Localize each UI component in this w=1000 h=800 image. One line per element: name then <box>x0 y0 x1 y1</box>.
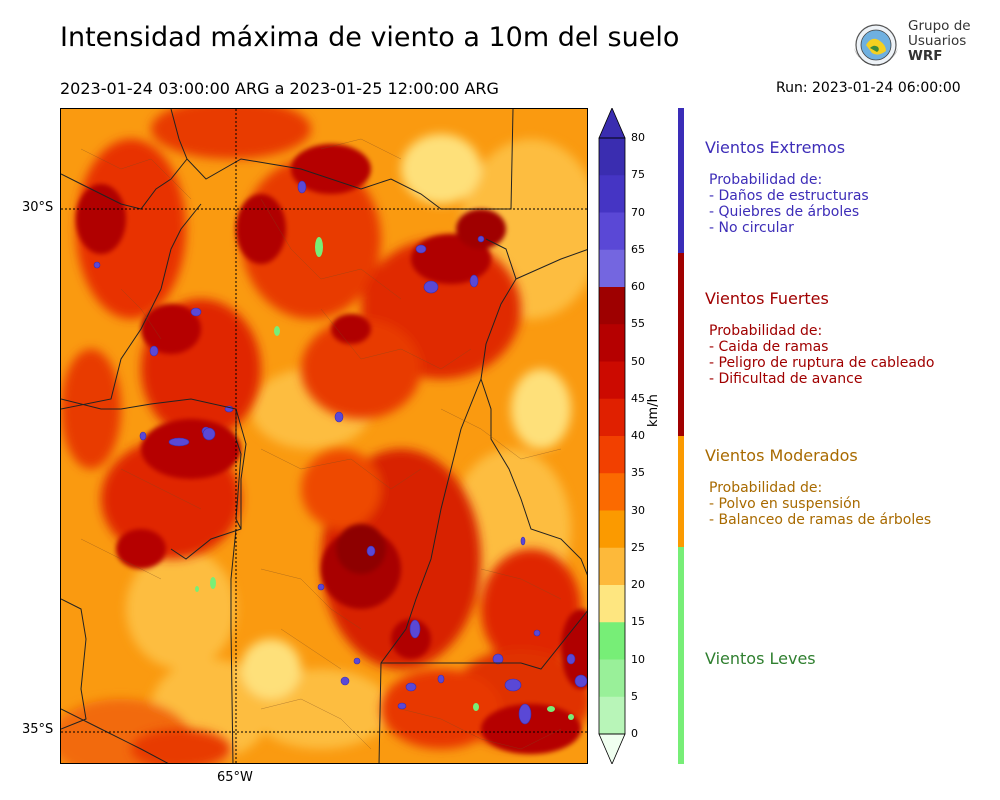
category-bar-light <box>678 547 684 764</box>
light-wind-spots <box>195 237 574 720</box>
category-extreme-line: - No circular <box>709 220 794 236</box>
lat-label-35s: 35°S <box>22 722 54 737</box>
category-extreme-line: Probabilidad de: <box>709 172 823 188</box>
category-extreme-title: Vientos Extremos <box>705 138 846 157</box>
category-bar-moderate <box>678 436 684 547</box>
category-strong-line: Probabilidad de: <box>709 323 823 339</box>
colorbar-segment <box>599 324 625 362</box>
category-moderate-line: - Polvo en suspensión <box>709 496 861 512</box>
colorbar-tick-label: 60 <box>631 280 645 293</box>
colorbar-segments <box>599 138 625 735</box>
colorbar-segment <box>599 585 625 623</box>
logo-text: Grupo de Usuarios WRF <box>908 19 971 64</box>
colorbar-tick-label: 45 <box>631 391 645 405</box>
colorbar-segment <box>599 398 625 437</box>
category-extreme-line: - Quiebres de árboles <box>709 204 860 220</box>
colorbar-segment <box>599 212 625 251</box>
logo-line-3: WRF <box>908 48 943 64</box>
colorbar-tick-label: 30 <box>631 503 645 517</box>
category-strong-desc: Probabilidad de: - Caida de ramas - Peli… <box>709 323 934 387</box>
colorbar-segment <box>599 287 625 325</box>
colorbar-tick-label: 5 <box>631 689 638 703</box>
colorbar-segment <box>599 249 625 288</box>
colorbar <box>598 108 626 764</box>
lat-label-30s: 30°S <box>22 200 54 215</box>
colorbar-segment <box>599 138 625 176</box>
colorbar-segment <box>599 510 625 549</box>
wind-map <box>60 108 588 764</box>
colorbar-tick-label: 65 <box>631 242 645 256</box>
category-moderate-desc: Probabilidad de: - Polvo en suspensión -… <box>709 480 931 528</box>
colorbar-segment <box>599 436 625 474</box>
colorbar-tick-label: 80 <box>631 131 645 144</box>
colorbar-segment <box>599 361 625 400</box>
extreme-wind-spots <box>93 180 587 725</box>
colorbar-tick-label: 70 <box>631 205 645 219</box>
category-strong-title: Vientos Fuertes <box>705 289 829 308</box>
colorbar-segment <box>599 696 625 735</box>
category-moderate-title: Vientos Moderados <box>705 446 858 465</box>
colorbar-tick-label: 55 <box>631 317 645 331</box>
wind-field-map <box>61 109 587 763</box>
colorbar-extend-bottom <box>598 733 626 764</box>
colorbar-tick-label: 35 <box>631 466 645 480</box>
colorbar-segment <box>599 473 625 511</box>
colorbar-tick-label: 25 <box>631 540 645 554</box>
category-extreme-line: - Daños de estructuras <box>709 188 869 204</box>
colorbar-segment <box>599 175 625 213</box>
colorbar-tick-label: 75 <box>631 168 645 182</box>
category-moderate-line: - Balanceo de ramas de árboles <box>709 512 932 528</box>
colorbar-tick-label: 50 <box>631 354 645 368</box>
chart-title: Intensidad máxima de viento a 10m del su… <box>60 22 680 53</box>
category-bar-strong <box>678 253 684 436</box>
category-light-title: Vientos Leves <box>705 649 816 668</box>
colorbar-tick-label: 15 <box>631 615 645 629</box>
time-period: 2023-01-24 03:00:00 ARG a 2023-01-25 12:… <box>60 79 499 98</box>
colorbar-tick-label: 0 <box>631 727 638 740</box>
colorbar-tick-label: 20 <box>631 578 645 591</box>
department-boundaries <box>80 138 562 750</box>
logo-line-1: Grupo de <box>908 18 971 34</box>
graticule <box>61 109 587 763</box>
colorbar-extend-top <box>598 108 626 139</box>
category-moderate-line: Probabilidad de: <box>709 480 823 496</box>
category-bar-extreme <box>678 108 684 253</box>
lon-label-65w: 65°W <box>217 770 253 785</box>
colorbar-segment <box>599 547 625 586</box>
very-strong-wind-areas <box>76 144 587 754</box>
grupo-wrf-logo <box>854 24 898 66</box>
run-timestamp: Run: 2023-01-24 06:00:00 <box>776 80 961 96</box>
logo-line-2: Usuarios <box>908 33 967 49</box>
colorbar-unit: km/h <box>646 394 661 427</box>
category-strong-line: - Dificultad de avance <box>709 371 863 387</box>
colorbar-segment <box>599 622 625 660</box>
category-strong-line: - Peligro de ruptura de cableado <box>709 355 935 371</box>
colorbar-segment <box>599 659 625 698</box>
category-extreme-desc: Probabilidad de: - Daños de estructuras … <box>709 172 869 236</box>
colorbar-tick-label: 40 <box>631 429 645 442</box>
category-strong-line: - Caida de ramas <box>709 339 829 355</box>
colorbar-tick-label: 10 <box>631 652 645 666</box>
